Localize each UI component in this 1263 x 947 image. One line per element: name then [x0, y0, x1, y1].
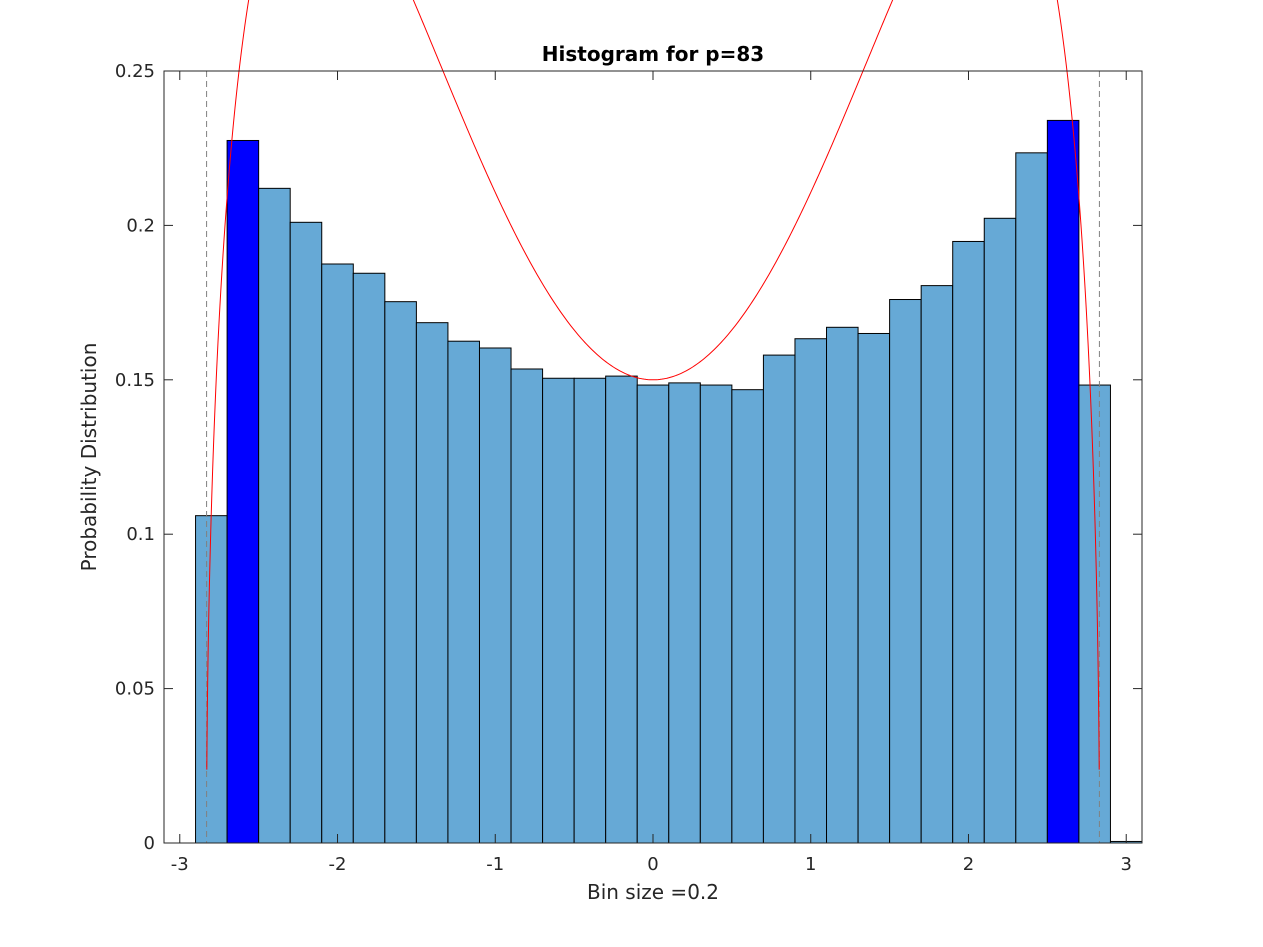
x-tick-label: 2: [963, 854, 974, 875]
reference-lines-layer: [206, 71, 1100, 843]
histogram-bar: [1015, 152, 1048, 844]
histogram-bar: [384, 301, 417, 844]
histogram-bar: [1078, 384, 1111, 844]
histogram-bar: [762, 354, 796, 844]
chart-title: Histogram for p=83: [542, 42, 764, 66]
histogram-bar: [478, 347, 512, 844]
y-tick-label: 0.1: [126, 524, 155, 545]
histogram-bar: [195, 515, 228, 844]
y-axis-label: Probability Distribution: [77, 343, 101, 572]
y-tick-label: 0.2: [126, 215, 155, 236]
y-tick-label: 0.15: [115, 370, 155, 391]
x-tick-label: -2: [329, 854, 347, 875]
histogram-bar: [447, 340, 480, 844]
x-tick-label: -1: [486, 854, 504, 875]
y-tick-label: 0: [144, 833, 155, 854]
bars-layer: [195, 119, 1143, 844]
x-tick-label: 0: [647, 854, 658, 875]
fitted-curve-layer: [206, 0, 1100, 770]
x-tick-label: 1: [805, 854, 816, 875]
histogram-bar: [573, 377, 607, 844]
x-axis-label: Bin size =0.2: [587, 880, 719, 904]
y-tick-label: 0.05: [115, 679, 155, 700]
histogram-bar: [699, 384, 733, 844]
histogram-bar: [983, 217, 1017, 844]
histogram-bar: [889, 299, 922, 844]
histogram-bar: [731, 389, 764, 844]
histogram-bar: [352, 272, 386, 844]
histogram-bar: [510, 368, 544, 844]
histogram-bar: [605, 375, 638, 844]
y-tick-label: 0.25: [115, 61, 155, 82]
histogram-bar: [289, 221, 323, 844]
histogram-bar: [636, 384, 670, 844]
histogram-bar: [794, 338, 828, 844]
histogram-bar: [952, 240, 985, 844]
highlighted-bar: [226, 139, 260, 844]
histogram-bar: [542, 377, 575, 844]
histogram-bar: [826, 326, 859, 844]
highlighted-bar: [1046, 119, 1080, 844]
histogram-bar: [920, 285, 954, 844]
histogram-bar: [857, 332, 891, 844]
ticks-layer: -3 -2 -1 0 1 2 3 0 0.05 0.1 0.15 0.2 0.25: [115, 61, 1142, 875]
histogram-bar: [668, 382, 701, 844]
histogram-bar: [415, 322, 449, 844]
x-tick-label: 3: [1120, 854, 1131, 875]
histogram-bar: [258, 187, 291, 844]
histogram-bar: [321, 263, 354, 844]
fitted-density-curve: [206, 0, 1100, 770]
x-tick-label: -3: [171, 854, 189, 875]
